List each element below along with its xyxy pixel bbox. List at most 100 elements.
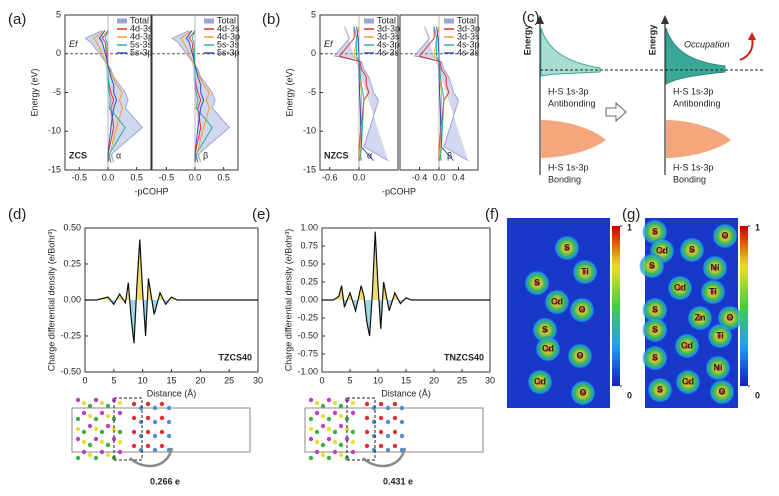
- atom-label: S: [689, 244, 695, 254]
- density-blob: [707, 323, 733, 349]
- atom: [364, 401, 370, 407]
- atom: [105, 452, 111, 458]
- atom: [378, 443, 384, 449]
- atom: [99, 449, 105, 455]
- antibonding-label: H-S 1s-3p: [673, 86, 714, 96]
- atom: [326, 455, 332, 461]
- system-label: TNZCS40: [444, 352, 484, 362]
- atom: [350, 429, 356, 435]
- legend-label: 4d-3s: [130, 23, 153, 33]
- atom-label: S: [534, 277, 540, 287]
- atom-label: Cd: [681, 340, 693, 350]
- atom: [385, 419, 391, 425]
- atom: [117, 429, 123, 435]
- y-tick-label: 0.75: [300, 240, 318, 250]
- spin-label: β: [447, 150, 452, 160]
- atom: [314, 439, 320, 445]
- legend-label: 3d-3p: [377, 23, 400, 33]
- atom: [392, 443, 398, 449]
- atom-label: Ti: [716, 330, 724, 340]
- atom: [159, 429, 165, 435]
- density-blob: [642, 297, 668, 323]
- legend-label: 5s-3p: [217, 47, 240, 57]
- atom-label: O: [726, 312, 733, 322]
- colorbar: [612, 226, 620, 386]
- pcohp-line: [84, 30, 144, 163]
- density-blob: [639, 253, 665, 279]
- density-blob: [687, 305, 713, 331]
- panel-label: (a): [8, 11, 26, 28]
- atom: [93, 455, 99, 461]
- atom: [364, 443, 370, 449]
- transfer-arrow: [129, 447, 174, 468]
- x-tick-label: 30: [253, 375, 263, 385]
- density-blob: [554, 235, 580, 261]
- density-blob: [527, 369, 553, 395]
- x-tick-label: -0.4: [412, 172, 428, 182]
- atom: [152, 447, 158, 453]
- atom: [145, 401, 151, 407]
- negative-area: [85, 300, 258, 344]
- pcohp-line: [333, 26, 389, 162]
- atom: [105, 413, 111, 419]
- atom: [75, 397, 81, 403]
- density-blob: [642, 345, 668, 371]
- x-tick-label: 5: [347, 375, 352, 385]
- x-tick-label: 0.0: [102, 172, 115, 182]
- atom: [338, 413, 344, 419]
- y-tick-label: -10: [303, 126, 316, 136]
- atom: [131, 401, 137, 407]
- panel-label: (e): [252, 206, 270, 223]
- negative-area: [322, 300, 490, 336]
- atom: [338, 423, 344, 429]
- atom: [308, 426, 314, 432]
- density-blob: [570, 380, 596, 406]
- atom: [350, 400, 356, 406]
- x-tick-label: -0.6: [322, 172, 338, 182]
- atom: [131, 429, 137, 435]
- atom: [371, 447, 377, 453]
- atom: [117, 449, 123, 455]
- atom: [145, 429, 151, 435]
- x-tick-label: 0: [319, 375, 324, 385]
- x-tick-label: 5: [111, 375, 116, 385]
- atom-label: Cd: [682, 376, 694, 386]
- y-axis-label: Energy (eV): [29, 68, 39, 116]
- system-label: TZCS40: [218, 352, 252, 362]
- density-blob: [712, 223, 738, 249]
- fermi-label: Ef: [324, 39, 334, 49]
- atom: [338, 452, 344, 458]
- occupation-label: Occupation: [684, 39, 730, 49]
- atom: [138, 405, 144, 411]
- legend-label: 3d-3s: [377, 31, 400, 41]
- y-tick-label: -10: [48, 126, 61, 136]
- legend-label: 4d-3s: [217, 23, 240, 33]
- atom: [344, 416, 350, 422]
- pcohp-line: [418, 26, 450, 161]
- atom: [308, 455, 314, 461]
- density-blob: [642, 317, 668, 343]
- y-tick-label: -0.50: [60, 366, 81, 376]
- arrow: [605, 101, 627, 123]
- atom: [87, 423, 93, 429]
- atom: [332, 429, 338, 435]
- atom-label: Cd: [551, 296, 563, 306]
- colorbar-label: 0: [755, 390, 760, 400]
- atom: [105, 442, 111, 448]
- colorbar-label: 0: [627, 390, 632, 400]
- legend-label: 5s-3s: [130, 39, 153, 49]
- atom: [399, 419, 405, 425]
- panel-label: (b): [262, 11, 280, 28]
- legend-label: Total: [457, 15, 476, 25]
- atom: [385, 447, 391, 453]
- density-blob: [705, 355, 731, 381]
- atom: [314, 449, 320, 455]
- density-blob: [544, 289, 570, 315]
- atom-label: Ni: [711, 262, 720, 272]
- x-tick-label: 0.0: [433, 172, 446, 182]
- atom-label: S: [542, 324, 548, 334]
- y-tick-label: -0.25: [60, 330, 81, 340]
- x-tick-label: 15: [166, 375, 176, 385]
- atom: [111, 426, 117, 432]
- atom: [152, 419, 158, 425]
